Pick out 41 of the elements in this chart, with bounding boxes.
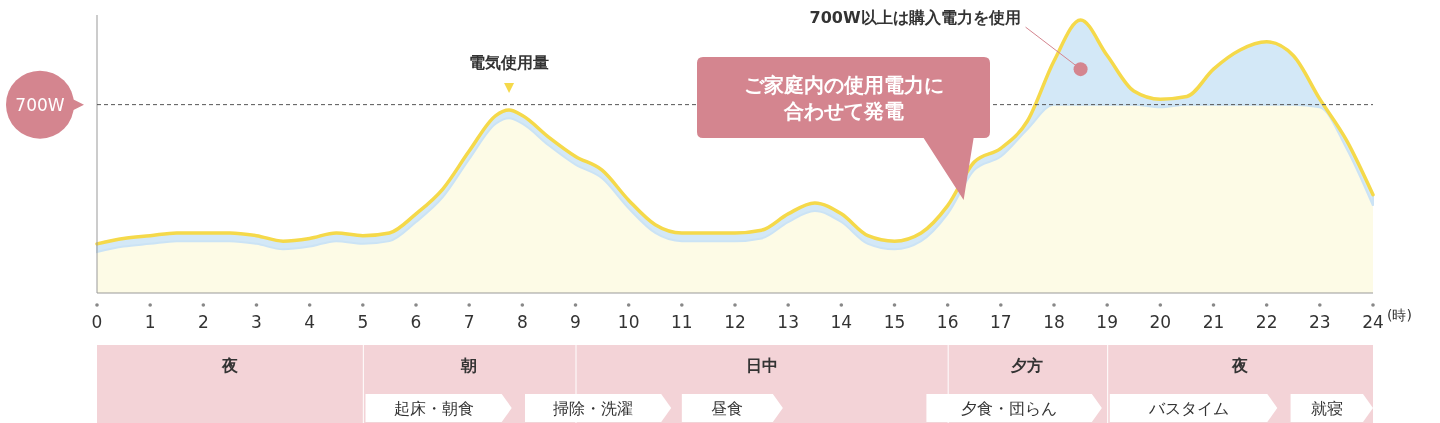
x-tick-label: 13 [777, 312, 799, 332]
x-tick-label: 20 [1149, 312, 1172, 332]
x-tick-label: 1 [144, 312, 156, 332]
text: 夜 [220, 356, 239, 375]
annotation: 電気使用量 [469, 53, 550, 73]
text: 夕食・団らん [961, 399, 1058, 418]
x-tick-label: 6 [410, 312, 422, 332]
x-tick-label: 5 [357, 312, 369, 332]
x-tick-label: 4 [304, 312, 316, 332]
x-tick-label: 23 [1309, 312, 1331, 332]
x-tick-label: 11 [671, 312, 693, 332]
text: 夜 [1231, 356, 1250, 375]
x-axis-title: (時) [1387, 307, 1412, 323]
x-tick-label: 19 [1096, 312, 1118, 332]
text: 就寝 [1310, 399, 1343, 418]
text: 掃除・洗濯 [553, 399, 634, 418]
x-tick-label: 3 [251, 312, 262, 332]
annotation: ご家庭内の使用電力に合わせて発電 [743, 73, 944, 123]
x-tick-label: 7 [463, 312, 475, 332]
x-tick-label: 2 [197, 312, 209, 332]
text: 朝 [460, 356, 478, 375]
text: 日中 [745, 356, 778, 375]
text: 夕方 [1010, 356, 1044, 375]
x-tick-label: 22 [1255, 312, 1278, 332]
x-tick-label: 15 [883, 312, 906, 332]
x-tick-label: 24 [1362, 312, 1384, 332]
x-tick-label: 17 [990, 312, 1012, 332]
x-tick-label: 9 [570, 312, 581, 332]
x-tick-label: 14 [830, 312, 853, 332]
x-tick-label: 16 [936, 312, 959, 332]
ref-line-label: 700W [15, 94, 65, 115]
x-tick-label: 18 [1043, 312, 1065, 332]
x-tick-label: 8 [516, 312, 528, 332]
x-tick-label: 21 [1202, 312, 1225, 332]
text: バスタイム [1147, 399, 1229, 418]
text: 昼食 [711, 399, 744, 418]
text: 起床・朝食 [393, 399, 474, 418]
x-tick-label: 10 [617, 312, 640, 332]
annotation: 700W以上は購入電力を使用 [809, 8, 1021, 28]
x-tick-label: 12 [724, 312, 746, 332]
x-tick-label: 0 [91, 312, 103, 332]
